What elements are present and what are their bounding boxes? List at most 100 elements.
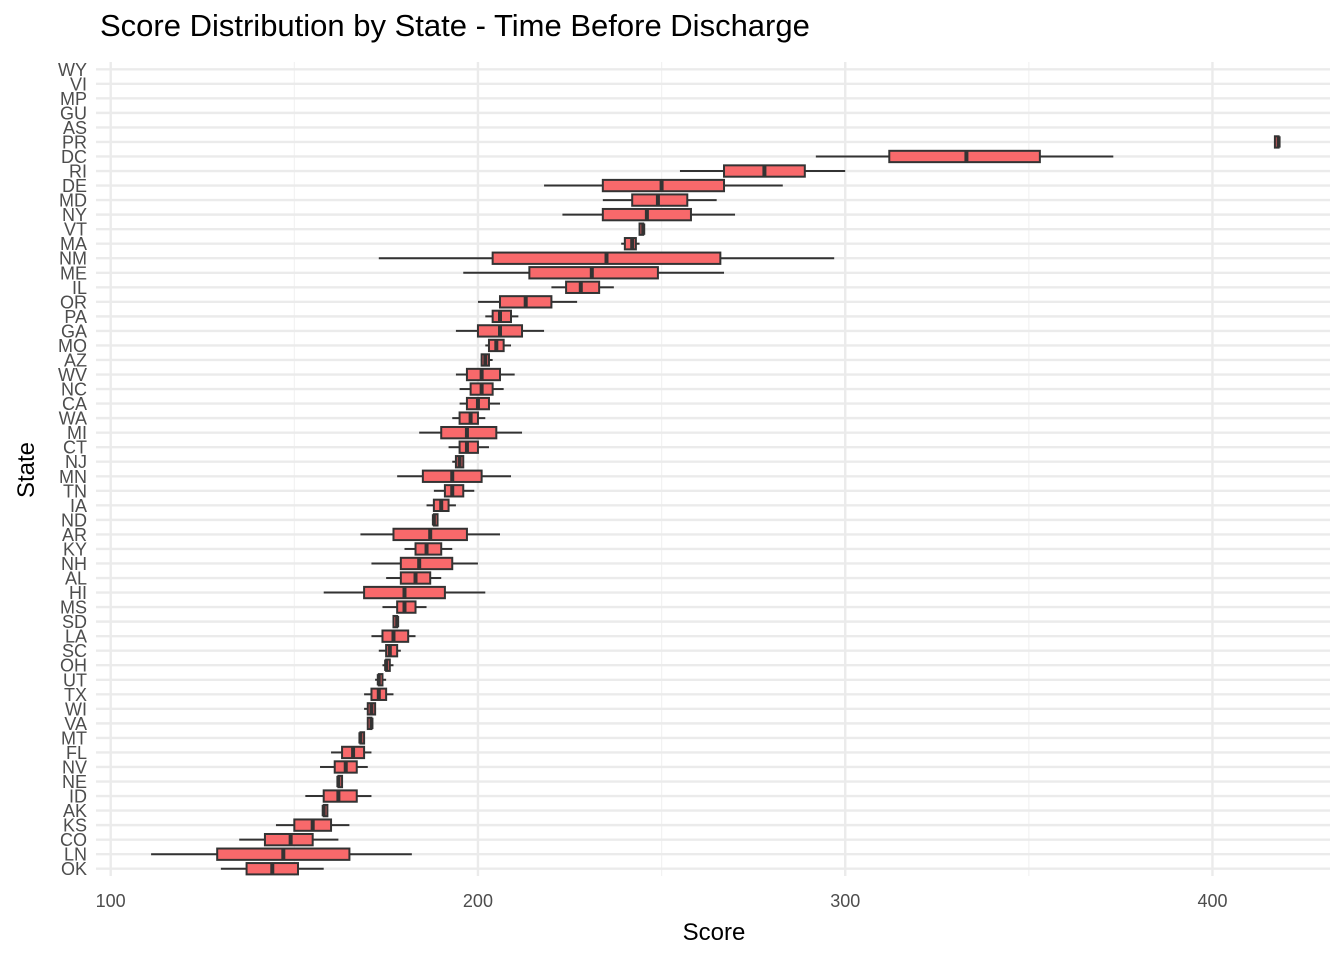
box-pa: [485, 309, 519, 324]
y-tick-label: CO: [60, 830, 87, 850]
y-tick-label: SD: [62, 612, 87, 632]
box-wi: [364, 702, 377, 716]
box-nd: [431, 513, 439, 527]
box-ri: [679, 164, 846, 178]
y-tick-label: AK: [63, 801, 87, 821]
y-tick-label: PA: [64, 307, 87, 327]
y-tick-label: AL: [65, 569, 87, 589]
box-tx: [364, 687, 394, 701]
y-tick-label: KY: [63, 539, 87, 559]
box-ks: [275, 818, 350, 832]
y-tick-label: VI: [70, 74, 87, 94]
y-axis-title: State: [13, 442, 40, 498]
y-tick-label: HI: [69, 583, 87, 603]
y-tick-label: DE: [62, 176, 87, 196]
box-oh: [382, 658, 394, 672]
box-dc: [815, 149, 1114, 164]
y-tick-label: LN: [64, 845, 87, 865]
box-de: [544, 178, 783, 193]
y-tick-label: WA: [59, 409, 87, 429]
y-tick-label: ND: [61, 510, 87, 530]
box-wa: [452, 411, 486, 425]
y-tick-label: LA: [65, 627, 87, 647]
y-tick-label: NY: [62, 205, 87, 225]
y-tick-label: RI: [69, 162, 87, 182]
y-tick-label: MS: [60, 598, 87, 618]
box-ut: [375, 673, 387, 687]
y-tick-label: MT: [61, 728, 87, 748]
y-tick-label: NM: [59, 249, 87, 269]
y-tick-label: NC: [61, 380, 87, 400]
box-sc: [378, 644, 401, 658]
box-ms: [382, 600, 427, 614]
box-ar: [360, 527, 500, 542]
box-nv: [320, 760, 368, 774]
box-wv: [455, 367, 515, 382]
box-il: [551, 280, 614, 294]
y-tick-label: MP: [60, 89, 87, 109]
box-ma: [621, 237, 640, 251]
box-hi: [323, 585, 486, 600]
box-mt: [358, 731, 366, 745]
chart-title: Score Distribution by State - Time Befor…: [100, 8, 810, 43]
y-tick-label: AZ: [64, 350, 87, 370]
box-iqr: [399, 556, 454, 571]
y-tick-label: OH: [60, 656, 87, 676]
y-tick-label: MN: [59, 467, 87, 487]
box-ny: [562, 207, 736, 222]
y-tick-label: WI: [65, 699, 87, 719]
box-nc: [459, 382, 504, 396]
y-tick-label: OR: [60, 292, 87, 312]
y-tick-label: PR: [62, 132, 87, 152]
box-id: [305, 789, 372, 803]
y-tick-label: MI: [67, 423, 87, 443]
box-al: [386, 571, 442, 585]
y-tick-label: DC: [61, 147, 87, 167]
y-tick-label: UT: [63, 670, 87, 690]
box-pr: [1273, 135, 1281, 149]
box-ga: [455, 324, 545, 338]
y-tick-label: TX: [64, 685, 87, 705]
box-or: [477, 295, 578, 309]
box-ia: [426, 498, 456, 513]
y-tick-label: ID: [69, 787, 87, 807]
y-tick-label: NV: [62, 757, 87, 777]
box-vt: [638, 222, 646, 236]
x-tick-labels: 100 200 300 400: [96, 891, 1228, 911]
x-tick-label: 200: [463, 891, 493, 911]
y-tick-label: MO: [58, 336, 87, 356]
x-axis-title: Score: [683, 919, 746, 946]
x-tick-label: 300: [830, 891, 860, 911]
y-tick-label: MD: [59, 191, 87, 211]
y-tick-label: TN: [63, 481, 87, 501]
y-tick-label: VT: [64, 220, 87, 240]
box-tn: [433, 484, 475, 498]
box-mi: [419, 425, 523, 440]
boxes: [151, 135, 1281, 876]
y-tick-label: IL: [72, 278, 87, 298]
y-tick-label: OK: [61, 859, 87, 879]
y-tick-labels: OKLNCOKSAKIDNENVFLMTVAWITXUTOHSCLASDMSHI…: [58, 60, 87, 879]
box-az: [480, 353, 493, 367]
y-tick-label: FL: [66, 743, 87, 763]
box-md: [602, 193, 717, 207]
box-nm: [378, 251, 835, 265]
x-tick-label: 400: [1197, 891, 1227, 911]
box-me: [463, 266, 725, 280]
box-ln: [151, 847, 412, 861]
box-mo: [485, 338, 512, 353]
box-co: [239, 832, 339, 847]
box-ok: [220, 862, 324, 876]
y-tick-label: IA: [70, 496, 87, 516]
y-tick-label: NH: [61, 554, 87, 574]
y-tick-label: GA: [61, 321, 87, 341]
y-tick-label: AR: [62, 525, 87, 545]
box-mn: [397, 469, 512, 483]
box-sd: [392, 614, 400, 629]
box-nj: [452, 455, 465, 469]
y-tick-label: MA: [60, 234, 87, 254]
box-ky: [404, 542, 453, 556]
x-tick-label: 100: [96, 891, 126, 911]
y-tick-label: KS: [63, 816, 87, 836]
